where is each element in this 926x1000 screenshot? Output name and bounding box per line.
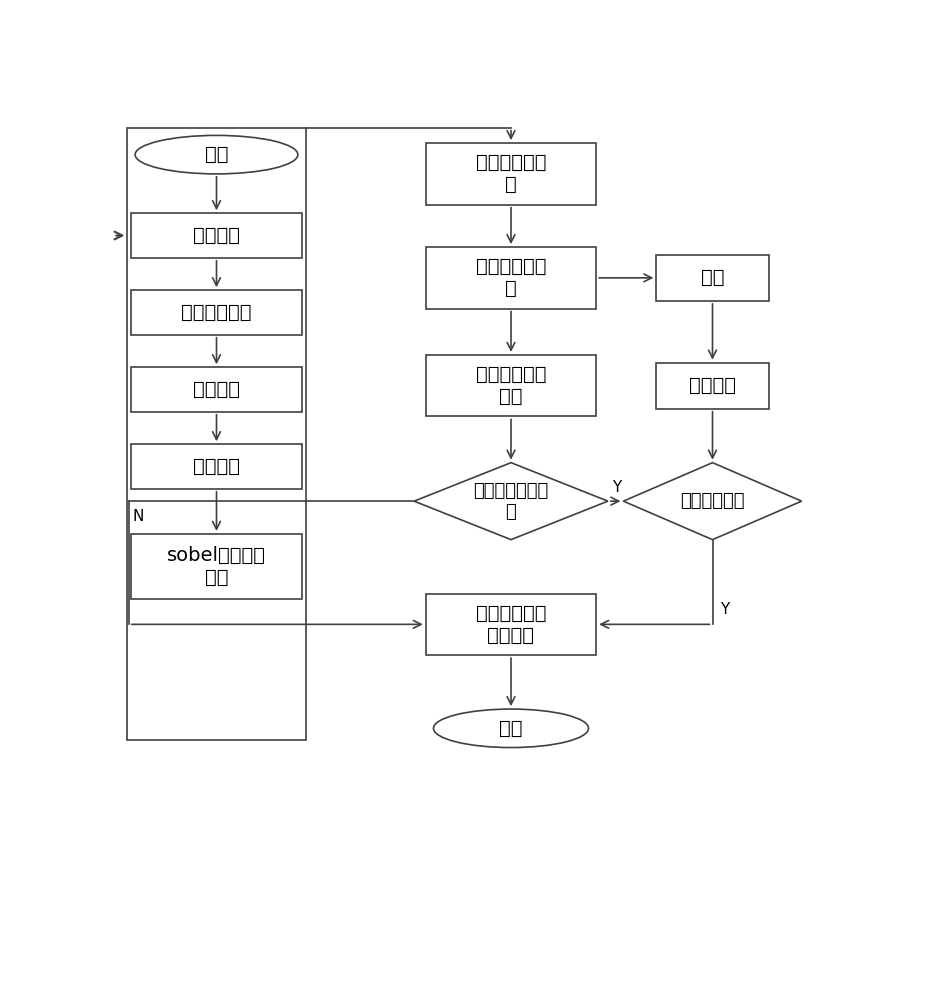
Text: 车辆是否静止: 车辆是否静止 [681,492,745,510]
Text: Y: Y [720,602,730,617]
Text: 图像平滑: 图像平滑 [193,380,240,399]
Text: 区域分割: 区域分割 [193,457,240,476]
Text: sobel边缘检测
算法: sobel边缘检测 算法 [167,546,266,587]
Text: 直行车辆是否较
多: 直行车辆是否较 多 [473,482,548,521]
Polygon shape [623,463,802,540]
Bar [426,355,596,416]
Text: N: N [132,509,144,524]
Text: 基于投影特征
提取: 基于投影特征 提取 [476,365,546,406]
Ellipse shape [135,135,298,174]
Text: 开始: 开始 [205,145,228,164]
Bar [131,367,302,412]
Bar [131,213,302,258]
Bar [131,444,302,489]
Bar [426,143,596,205]
Bar [128,128,306,740]
Bar [131,290,302,335]
Text: Y: Y [612,480,621,495]
Text: 图像膨胀和腐
蚀: 图像膨胀和腐 蚀 [476,257,546,298]
Text: 二值化图像去
噪: 二值化图像去 噪 [476,153,546,194]
Text: 三帧差法: 三帧差法 [689,376,736,395]
Text: 读取图像: 读取图像 [193,226,240,245]
Bar [426,247,596,309]
Bar [426,594,596,655]
Bar [131,534,302,599]
Text: 时延: 时延 [701,268,724,287]
Bar [657,363,769,409]
Text: 图像增强处理: 图像增强处理 [181,303,252,322]
Text: 结束: 结束 [499,719,523,738]
Text: 可变更车道转
直行车道: 可变更车道转 直行车道 [476,604,546,645]
Polygon shape [414,463,607,540]
Ellipse shape [433,709,589,748]
Bar [657,255,769,301]
